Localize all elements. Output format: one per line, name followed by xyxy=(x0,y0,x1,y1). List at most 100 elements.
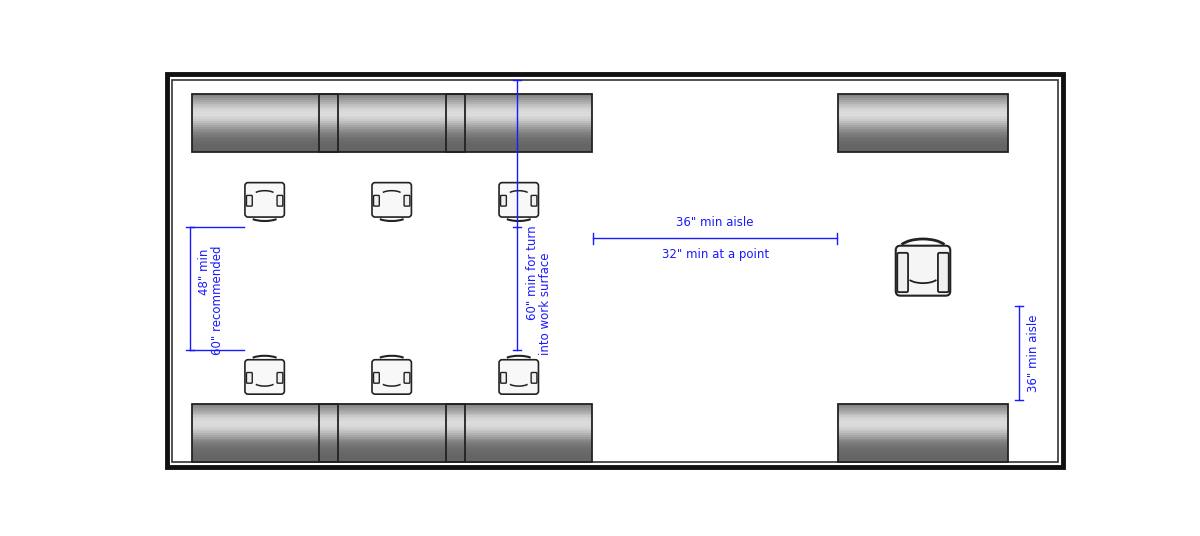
Bar xyxy=(192,427,338,429)
Bar xyxy=(318,452,464,454)
Bar xyxy=(445,417,592,419)
Bar xyxy=(318,427,464,429)
Bar xyxy=(318,430,464,433)
Bar xyxy=(839,100,1008,102)
Bar xyxy=(445,427,592,429)
Bar xyxy=(445,132,592,135)
Bar xyxy=(445,135,592,137)
Bar xyxy=(839,117,1008,120)
Bar xyxy=(445,430,592,433)
Bar xyxy=(445,456,592,458)
Bar xyxy=(318,148,464,150)
Bar xyxy=(192,433,338,435)
Bar xyxy=(318,125,464,127)
Bar xyxy=(445,94,592,96)
FancyBboxPatch shape xyxy=(532,373,536,383)
Bar xyxy=(318,457,464,460)
Bar xyxy=(192,144,338,146)
Bar xyxy=(839,433,1008,435)
Bar xyxy=(445,138,592,140)
Bar xyxy=(318,115,464,117)
Bar xyxy=(445,115,592,117)
Bar xyxy=(839,453,1008,456)
Bar xyxy=(445,438,592,441)
Bar xyxy=(445,450,592,452)
Bar xyxy=(318,135,464,137)
Bar xyxy=(318,404,464,406)
Bar xyxy=(839,444,1008,446)
Bar xyxy=(318,417,464,419)
Bar xyxy=(192,136,338,139)
Bar xyxy=(445,131,592,133)
FancyBboxPatch shape xyxy=(499,183,539,217)
Bar xyxy=(318,413,464,415)
Bar xyxy=(839,129,1008,131)
Bar xyxy=(839,423,1008,425)
Text: into work surface: into work surface xyxy=(539,252,552,355)
Bar xyxy=(192,425,338,427)
Bar xyxy=(839,442,1008,444)
Bar xyxy=(445,136,592,139)
Bar xyxy=(192,450,338,452)
FancyBboxPatch shape xyxy=(277,373,283,383)
Bar xyxy=(445,434,592,437)
Bar xyxy=(318,150,464,152)
Bar xyxy=(192,140,338,143)
Bar xyxy=(445,109,592,111)
Bar xyxy=(318,106,464,108)
FancyBboxPatch shape xyxy=(938,253,949,292)
Bar xyxy=(192,448,338,450)
Bar xyxy=(192,135,338,137)
Bar xyxy=(839,428,1008,431)
Bar xyxy=(445,440,592,442)
Bar xyxy=(192,417,338,419)
Bar xyxy=(445,404,592,406)
Text: 60" min for turn: 60" min for turn xyxy=(527,226,540,321)
Bar xyxy=(318,456,464,458)
Bar xyxy=(839,150,1008,152)
Bar xyxy=(445,433,592,435)
FancyBboxPatch shape xyxy=(373,196,379,206)
Bar xyxy=(318,444,464,446)
Text: 32" min at a point: 32" min at a point xyxy=(661,248,769,260)
Bar xyxy=(318,117,464,120)
Bar xyxy=(839,427,1008,429)
Bar xyxy=(318,404,464,461)
FancyBboxPatch shape xyxy=(246,373,252,383)
Bar xyxy=(839,419,1008,421)
FancyBboxPatch shape xyxy=(373,373,379,383)
Bar xyxy=(318,144,464,146)
Bar xyxy=(445,146,592,148)
Bar xyxy=(445,415,592,418)
Bar xyxy=(839,119,1008,121)
Bar xyxy=(445,419,592,421)
Bar xyxy=(839,94,1008,96)
Bar xyxy=(192,440,338,442)
Bar xyxy=(192,410,338,412)
FancyBboxPatch shape xyxy=(404,373,410,383)
Bar xyxy=(445,448,592,450)
Bar xyxy=(445,423,592,425)
Bar xyxy=(839,425,1008,427)
Bar xyxy=(192,131,338,133)
Bar xyxy=(192,413,338,415)
Bar xyxy=(318,440,464,442)
Bar xyxy=(192,117,338,120)
FancyBboxPatch shape xyxy=(245,183,284,217)
Bar xyxy=(839,131,1008,133)
Bar xyxy=(445,107,592,110)
Bar xyxy=(192,106,338,108)
Bar xyxy=(445,103,592,106)
Bar xyxy=(839,417,1008,419)
Bar xyxy=(192,452,338,454)
FancyBboxPatch shape xyxy=(404,196,410,206)
Bar xyxy=(445,129,592,131)
Bar xyxy=(445,459,592,461)
Bar xyxy=(318,113,464,116)
Bar xyxy=(192,138,338,140)
Bar xyxy=(318,146,464,148)
Bar xyxy=(192,405,338,408)
Bar xyxy=(839,452,1008,454)
Bar xyxy=(839,405,1008,408)
Bar xyxy=(192,100,338,102)
